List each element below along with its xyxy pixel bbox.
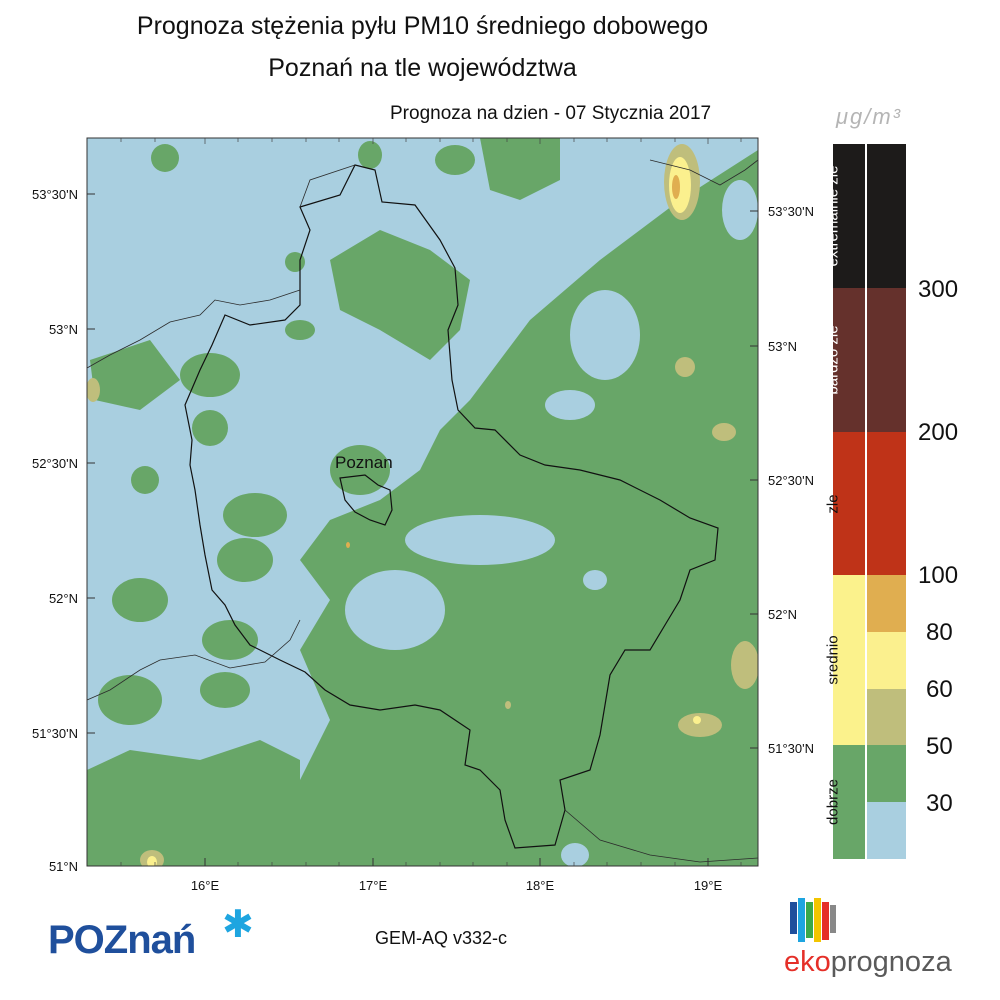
- minor-ticks: [120, 138, 742, 866]
- legend-category-label: extremalnie zle: [824, 165, 842, 267]
- legend-category-dobrze: dobrze: [825, 745, 865, 859]
- model-label: GEM-AQ v332-c: [375, 928, 508, 948]
- moderate-region-northeast: [480, 138, 560, 200]
- city-label-poznan: Poznan: [335, 453, 393, 472]
- legend-category-zle: zle: [825, 432, 865, 575]
- lat-label-left: 51°30'N: [32, 726, 78, 741]
- ekoprognoza-logo-icon: [790, 898, 836, 942]
- lat-label-left: 53°30'N: [32, 187, 78, 202]
- legend-bin: [867, 575, 906, 632]
- legend-tick: 80: [926, 619, 953, 646]
- moderate-region-main: [290, 150, 758, 866]
- legend-category-label: bardzo zle: [824, 325, 842, 395]
- ekoprognoza-logo-text: ekoprognoza: [784, 946, 952, 979]
- poznan-star-icon: ✱: [222, 904, 254, 946]
- legend-tick: 50: [926, 733, 953, 760]
- units-label: μg/m³: [836, 104, 903, 129]
- legend-category-label: zle: [824, 493, 842, 514]
- legend-tick: 60: [926, 676, 953, 703]
- lat-label-left: 52°30'N: [32, 456, 78, 471]
- legend-tick: 100: [918, 562, 959, 589]
- legend-bin: [867, 632, 906, 689]
- legend-bin: [867, 432, 906, 575]
- legend-tick: 300: [918, 276, 959, 303]
- legend-bin: [867, 144, 906, 288]
- lat-label-right: 52°N: [768, 607, 797, 622]
- legend-bin: [867, 745, 906, 802]
- map-title: Prognoza stężenia pyłu PM10 średniego do…: [136, 12, 709, 40]
- legend-tick: 200: [918, 419, 959, 446]
- lat-label-left: 53°N: [49, 322, 78, 337]
- legend-bin: [867, 802, 906, 859]
- eko-prefix: eko: [784, 946, 831, 978]
- poznan-logo: POZnań: [48, 918, 196, 962]
- legend-category-label: dobrze: [824, 779, 842, 825]
- map-frame: [86, 137, 759, 867]
- lat-label-right: 52°30'N: [768, 473, 814, 488]
- legend-tick: 30: [926, 790, 953, 817]
- voivodeship-border: [184, 164, 719, 849]
- poznan-city-outline: [339, 474, 393, 526]
- lon-label: 19°E: [694, 878, 723, 893]
- legend-category-label: srednio: [824, 635, 842, 685]
- lon-label: 18°E: [526, 878, 555, 893]
- lon-label: 16°E: [191, 878, 220, 893]
- lat-label-left: 51°N: [49, 859, 78, 874]
- lat-label-right: 53°N: [768, 339, 797, 354]
- lat-label-right: 53°30'N: [768, 204, 814, 219]
- concentration-field: [87, 138, 758, 866]
- moderate-region-west: [90, 340, 180, 410]
- forecast-date: Prognoza na dzien - 07 Stycznia 2017: [390, 103, 712, 124]
- eko-suffix: prognoza: [830, 946, 952, 978]
- country-border: [86, 164, 356, 701]
- moderate-region-southwest: [87, 740, 300, 866]
- legend-category-bardzo-zle: bardzo zle: [825, 288, 865, 432]
- lon-label: 17°E: [359, 878, 388, 893]
- lat-label-left: 52°N: [49, 591, 78, 606]
- moderate-region-north: [330, 230, 470, 360]
- legend-category-extremalnie-zle: extremalnie zle: [825, 144, 865, 288]
- legend-bin: [867, 689, 906, 745]
- legend-bin: [867, 288, 906, 432]
- lat-ticks: [87, 193, 758, 866]
- region-border-east: [564, 159, 759, 863]
- lat-label-right: 51°30'N: [768, 741, 814, 756]
- legend-category-srednio: srednio: [825, 575, 865, 745]
- map-subtitle: Poznań na tle województwa: [268, 54, 577, 82]
